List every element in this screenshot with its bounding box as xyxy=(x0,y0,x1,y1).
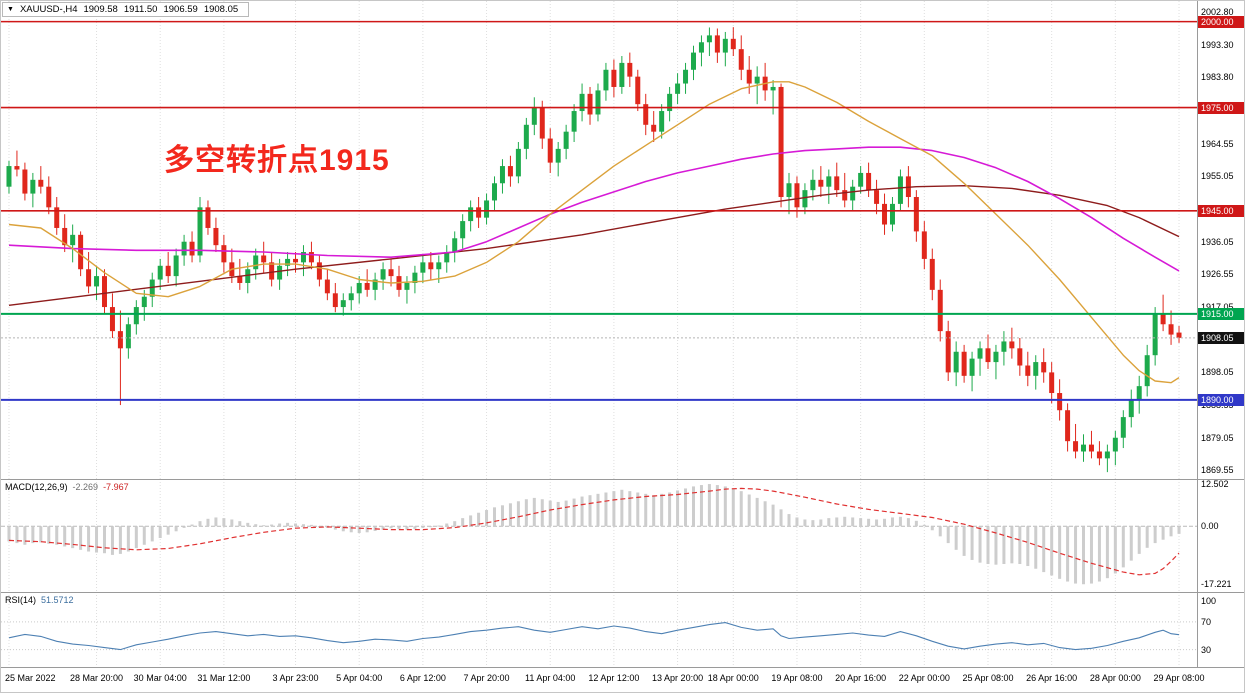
price-tick-label: 1983.80 xyxy=(1201,72,1234,83)
price-level-badge: 1915.00 xyxy=(1198,307,1244,320)
time-axis-label: 3 Apr 23:00 xyxy=(272,673,319,683)
time-axis[interactable]: 25 Mar 2022 28 Mar 20:00 30 Mar 04:00 31 Ma… xyxy=(1,668,1244,692)
price-tick-label: 1926.55 xyxy=(1201,269,1234,280)
time-axis-label: 22 Apr 00:00 xyxy=(898,673,950,683)
rsi-indicator-label: RSI(14) 51.5712 xyxy=(5,595,74,606)
macd-canvas[interactable] xyxy=(1,479,1197,592)
rsi-canvas[interactable] xyxy=(1,592,1197,667)
price-tick-label: 1917.05 xyxy=(1201,301,1234,312)
price-tick-label: 1936.05 xyxy=(1201,236,1234,247)
main-chart-canvas[interactable] xyxy=(1,1,1197,479)
price-tick-label: 1964.55 xyxy=(1201,138,1234,149)
price-tick-label: 1869.55 xyxy=(1201,465,1234,476)
time-axis-label: 12 Apr 12:00 xyxy=(588,673,640,683)
ohlc-close-value: 1908.05 xyxy=(203,4,239,15)
time-axis-label: 19 Apr 08:00 xyxy=(771,673,823,683)
bid-price-badge: 1908.05 xyxy=(1198,331,1244,344)
collapse-triangle-icon[interactable]: ▼ xyxy=(7,6,14,13)
ohlc-low-value: 1906.59 xyxy=(163,4,198,15)
panel-divider-rsi[interactable] xyxy=(1,592,1244,593)
time-axis-label: 25 Apr 08:00 xyxy=(962,673,1014,683)
price-tick-label: 1898.05 xyxy=(1201,367,1234,378)
ohlc-open-value: 1909.58 xyxy=(83,4,118,15)
panel-divider-time xyxy=(1,667,1244,668)
symbol-period-label: XAUUSD-,H4 xyxy=(19,4,78,15)
time-axis-label: 6 Apr 12:00 xyxy=(399,673,446,683)
time-axis-label: 20 Apr 16:00 xyxy=(835,673,887,683)
price-tick-label: 1879.05 xyxy=(1201,432,1234,443)
time-axis-label: 30 Mar 04:00 xyxy=(133,673,187,683)
macd-tick-label: 12.502 xyxy=(1201,479,1229,490)
price-tick-label: 2002.80 xyxy=(1201,7,1234,17)
time-axis-label: 31 Mar 12:00 xyxy=(197,673,251,683)
time-axis-label: 28 Mar 20:00 xyxy=(70,673,124,683)
price-level-badge: 1975.00 xyxy=(1198,101,1244,114)
time-axis-label: 5 Apr 04:00 xyxy=(336,673,383,683)
macd-signal-value: -7.967 xyxy=(103,482,129,492)
rsi-name-label: RSI(14) xyxy=(5,595,37,605)
ohlc-high-value: 1911.50 xyxy=(123,4,158,15)
panel-divider-macd[interactable] xyxy=(1,479,1244,480)
time-axis-label: 28 Apr 00:00 xyxy=(1089,673,1141,683)
price-level-badge: 2000.00 xyxy=(1198,15,1244,28)
time-axis-label: 25 Mar 2022 xyxy=(5,673,56,683)
price-level-badge: 1945.00 xyxy=(1198,204,1244,217)
chart-ohlc-header: ▼ XAUUSD-,H4 1909.58 1911.50 1906.59 190… xyxy=(2,2,250,17)
macd-main-value: -2.269 xyxy=(72,482,99,492)
price-axis[interactable]: 2002.801993.301983.801974.301964.551955.… xyxy=(1198,1,1244,667)
price-tick-label: 1955.05 xyxy=(1201,171,1234,182)
macd-tick-label: 0.00 xyxy=(1201,521,1219,532)
time-axis-label: 13 Apr 20:00 xyxy=(652,673,704,683)
macd-name-label: MACD(12,26,9) xyxy=(5,482,68,492)
time-axis-label: 7 Apr 20:00 xyxy=(463,673,510,683)
rsi-tick-label: 70 xyxy=(1201,616,1212,627)
trend-annotation-text: 多空转折点1915 xyxy=(164,144,390,177)
rsi-tick-label: 100 xyxy=(1201,596,1217,607)
macd-tick-label: -17.221 xyxy=(1201,579,1232,590)
rsi-value: 51.5712 xyxy=(41,595,74,605)
time-axis-label: 11 Apr 04:00 xyxy=(525,673,576,683)
time-axis-label: 18 Apr 00:00 xyxy=(707,673,759,683)
time-axis-label: 26 Apr 16:00 xyxy=(1026,673,1078,683)
price-level-badge: 1890.00 xyxy=(1198,393,1244,406)
rsi-tick-label: 30 xyxy=(1201,644,1212,655)
price-tick-label: 1993.30 xyxy=(1201,39,1234,50)
time-axis-label: 29 Apr 08:00 xyxy=(1153,673,1205,683)
price-axis-border xyxy=(1197,1,1198,667)
macd-indicator-label: MACD(12,26,9) -2.269 -7.967 xyxy=(5,482,129,493)
